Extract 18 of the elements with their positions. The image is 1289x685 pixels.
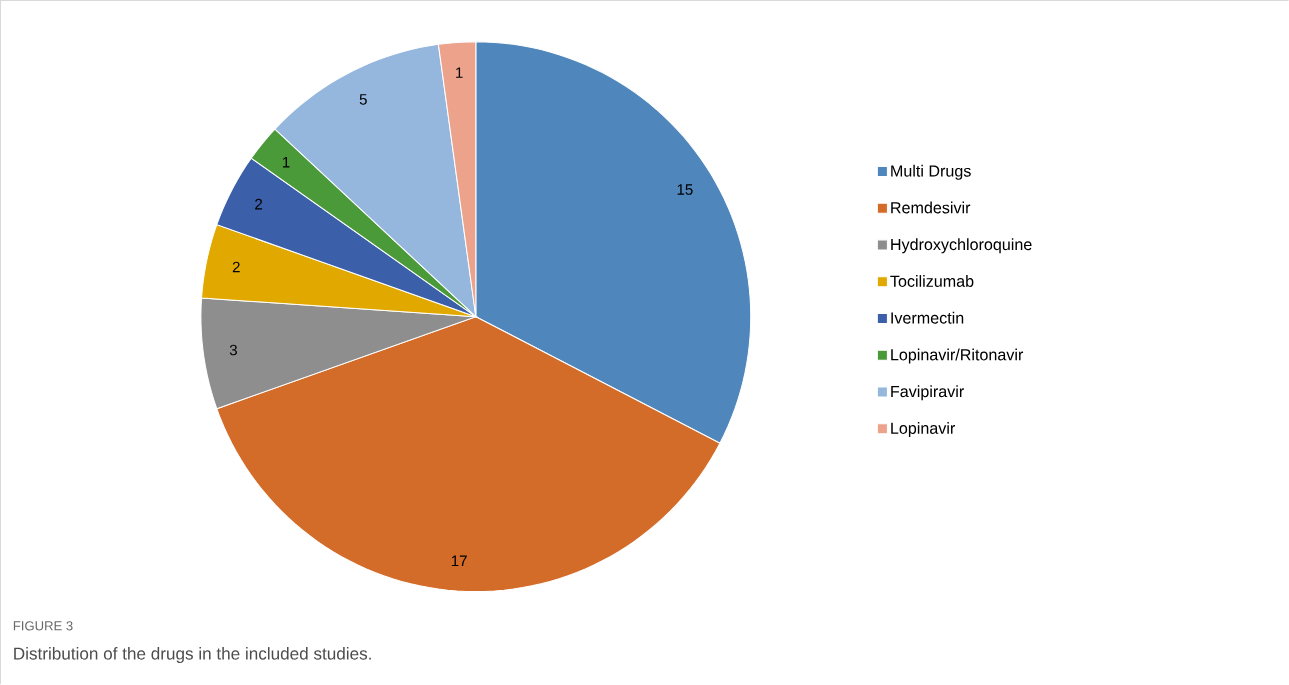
legend-label: Lopinavir (891, 422, 956, 438)
text: Distribution of the drugs in the included studies. (14, 647, 371, 664)
caption: FIGURE 3 (13, 621, 73, 631)
data-label: 17 (451, 555, 467, 567)
legend-label: Hydroxychloroquine (891, 238, 1032, 254)
legend-label: Favipiravir (891, 385, 964, 401)
data-label: 5 (359, 94, 367, 105)
data-label: 1 (456, 67, 463, 78)
legend-label: Lopinavir/Ritonavir (891, 348, 1024, 364)
legend-label: Multi Drugs (891, 164, 971, 180)
legend-label: Tocilizumab (890, 275, 974, 288)
legend-label: Ivermectin (891, 311, 964, 324)
data-label: 15 (677, 184, 693, 195)
legend-label: Remdesivir (891, 201, 971, 214)
data-label: 2 (255, 198, 263, 210)
data-label: 3 (229, 344, 237, 356)
data-label: 2 (232, 261, 240, 273)
data-label: 1 (282, 157, 290, 168)
